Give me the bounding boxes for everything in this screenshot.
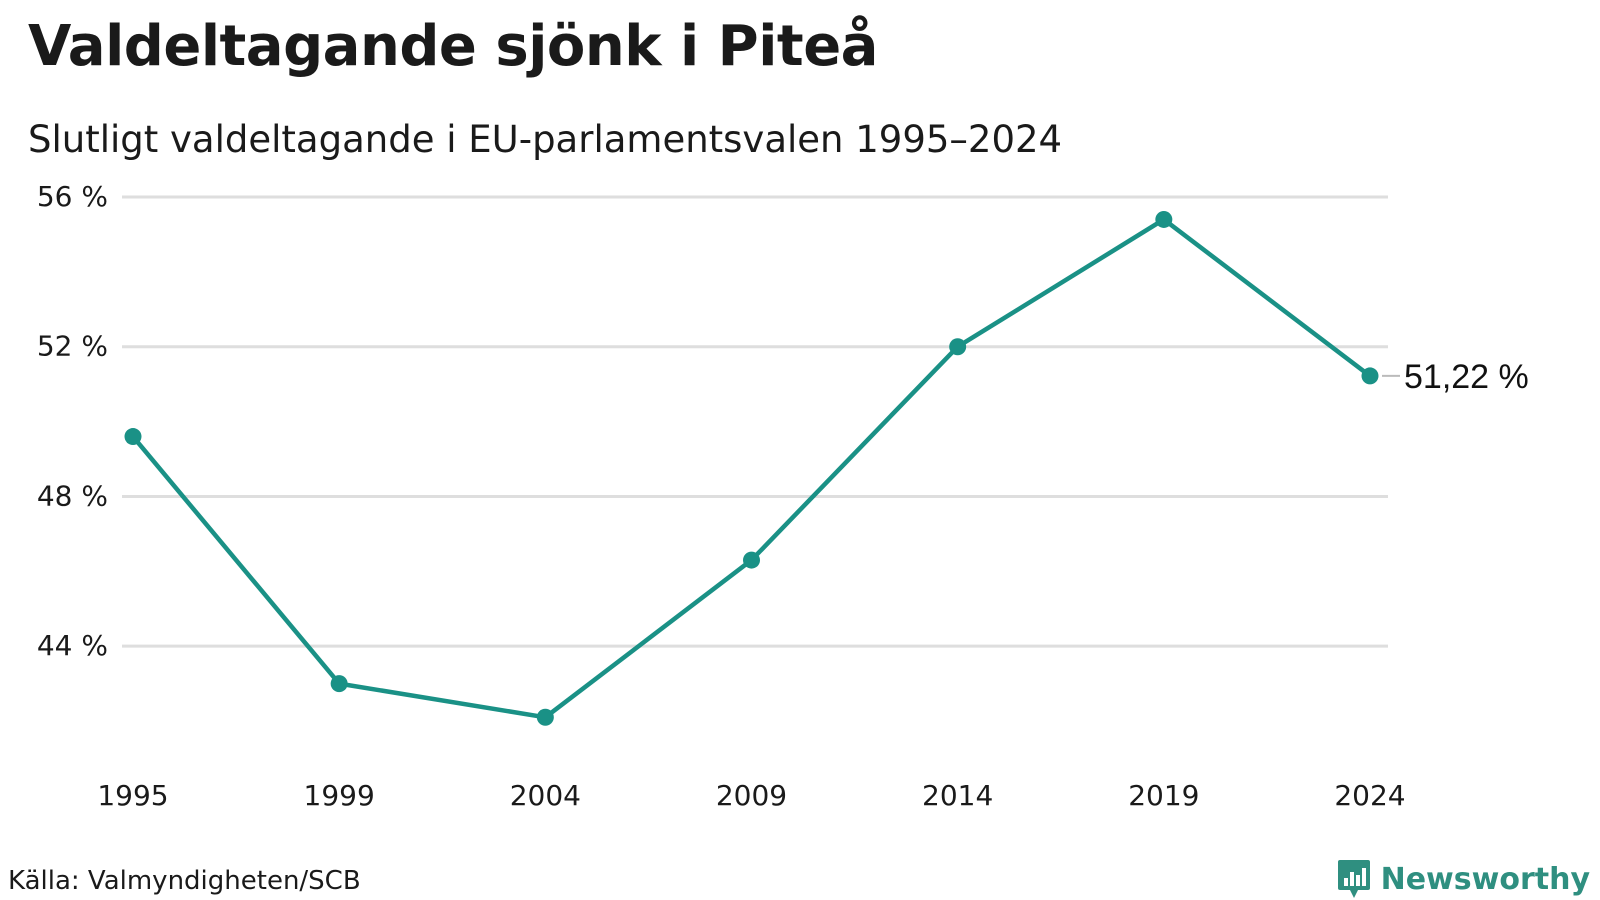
x-tick-label: 2009 <box>716 779 787 812</box>
data-point <box>949 338 967 356</box>
x-axis-ticks: 1995 1999 2004 2009 2014 2019 2024 <box>97 779 1405 812</box>
bar-chart-icon <box>1337 858 1371 900</box>
data-point <box>1361 367 1379 385</box>
x-tick-label: 1995 <box>97 779 168 812</box>
data-point <box>743 551 760 569</box>
x-tick-label: 2024 <box>1334 779 1405 812</box>
series-turnout <box>124 210 1379 726</box>
brand-logo: Newsworthy <box>1337 858 1590 900</box>
x-tick-label: 2004 <box>510 779 581 812</box>
data-point <box>536 708 554 726</box>
end-value-label: 51,22 % <box>1404 358 1529 396</box>
chart-title: Valdeltagande sjönk i Piteå <box>28 14 878 79</box>
end-label-group: 51,22 % <box>1382 358 1529 396</box>
chart-subtitle: Slutligt valdeltagande i EU-parlamentsva… <box>28 118 1063 161</box>
data-point <box>330 675 348 693</box>
gridlines <box>122 195 1388 648</box>
y-tick-label: 56 % <box>37 180 108 213</box>
source-note: Källa: Valmyndigheten/SCB <box>8 866 361 896</box>
y-tick-label: 48 % <box>37 479 108 512</box>
data-point <box>124 428 142 446</box>
y-tick-label: 44 % <box>37 629 108 662</box>
data-point <box>1155 210 1173 228</box>
x-tick-label: 2014 <box>922 779 993 812</box>
x-tick-label: 2019 <box>1128 779 1199 812</box>
series-line <box>130 217 1373 720</box>
y-tick-label: 52 % <box>37 330 108 363</box>
x-tick-label: 1999 <box>304 779 375 812</box>
brand-name: Newsworthy <box>1380 861 1590 897</box>
y-axis-ticks: 44 % 48 % 52 % 56 % <box>37 180 108 662</box>
